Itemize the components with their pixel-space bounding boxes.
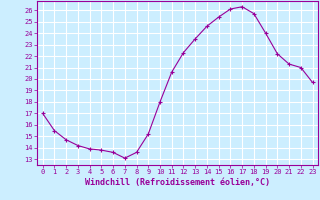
X-axis label: Windchill (Refroidissement éolien,°C): Windchill (Refroidissement éolien,°C) [85,178,270,187]
